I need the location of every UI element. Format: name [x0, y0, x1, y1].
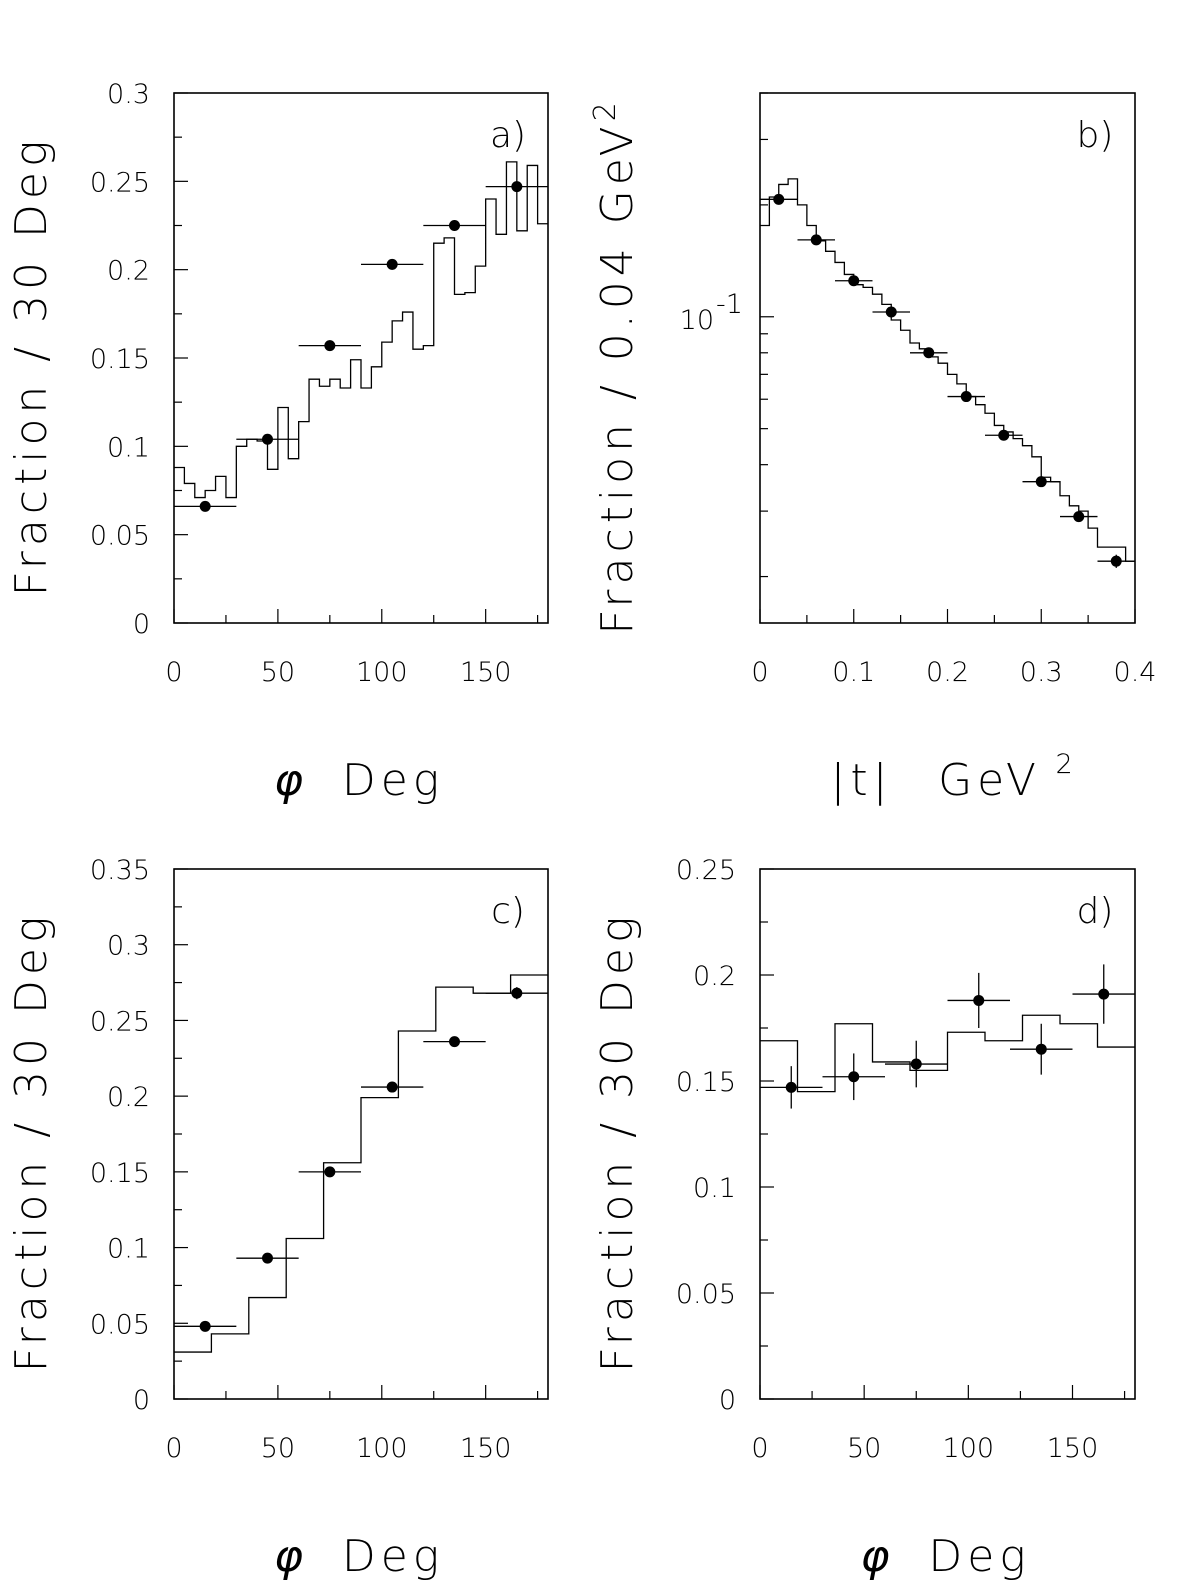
panel-label: a): [490, 115, 526, 156]
plot-frame: [759, 92, 1136, 624]
panel-label: d): [1077, 891, 1114, 932]
x-tick-label: 0.2: [926, 657, 969, 688]
mc-histogram: [760, 1014, 1135, 1093]
x-tick-label: 0: [165, 1433, 182, 1464]
data-point: [998, 429, 1010, 441]
y-tick-label: 0.15: [90, 1158, 150, 1189]
mc-histogram: [760, 178, 1135, 562]
data-point: [324, 340, 336, 352]
y-tick-label: 0.2: [693, 961, 736, 992]
y-axis-title: Fraction / 30 Deg: [592, 912, 643, 1373]
panel-label: b): [1077, 115, 1114, 156]
x-tick-label: 100: [356, 657, 408, 688]
data-point: [511, 181, 523, 193]
x-axis-title: Deg: [342, 755, 444, 806]
y-tick-label: 10: [680, 305, 714, 336]
y-tick-label: 0.1: [107, 432, 150, 463]
y-tick-label: 0.35: [90, 855, 150, 886]
plot-frame: [173, 92, 549, 624]
data-point: [848, 1071, 860, 1083]
y-tick-label: 0.1: [107, 1234, 150, 1265]
x-tick-label: 50: [847, 1433, 881, 1464]
y-tick-label: 0.05: [676, 1279, 736, 1310]
y-tick-label: 0.15: [676, 1067, 736, 1098]
x-axis-symbol: φ: [274, 1531, 308, 1582]
data-point: [511, 987, 523, 999]
x-axis-symbol: |t|: [831, 755, 893, 806]
data-point: [449, 1036, 460, 1048]
data-point: [773, 193, 785, 205]
y-tick-label: 0: [133, 1385, 150, 1416]
x-axis-title: Deg: [928, 1531, 1030, 1582]
data-point: [960, 391, 972, 403]
data-point: [1110, 555, 1122, 567]
y-axis-title: Fraction / 30 Deg: [6, 912, 57, 1373]
x-axis-title-exponent: 2: [1056, 749, 1073, 780]
plot-frame: [759, 868, 1136, 1400]
data-point: [923, 347, 935, 359]
panel-c: 0 50 100 150 0 0.05 0.1 0.15 0.2 0.25 0.3 0.35 Fract…: [6, 855, 549, 1582]
x-tick-label: 50: [261, 657, 295, 688]
y-axis-title: Fraction / 30 Deg: [6, 136, 57, 597]
data-point: [1035, 1043, 1047, 1055]
data-point: [199, 500, 211, 512]
y-axis-title: Fraction / 0.04 GeV2: [588, 97, 644, 634]
y-tick-label: 0: [133, 609, 150, 640]
x-tick-label: 100: [943, 1433, 995, 1464]
x-tick-label: 150: [460, 1433, 512, 1464]
y-axis-title-exponent: 2: [588, 97, 623, 121]
data-point: [449, 220, 460, 231]
y-tick-label: 0.1: [693, 1173, 736, 1204]
x-tick-label: 0.1: [832, 657, 875, 688]
panel-a: 0 50 100 150 0 0.05 0.1 0.15 0.2 0.25 0.3 Fraction …: [6, 79, 549, 806]
data-point: [199, 1320, 211, 1332]
x-tick-label: 0: [165, 657, 182, 688]
x-axis-symbol: φ: [860, 1531, 894, 1582]
data-point: [848, 275, 860, 287]
data-point: [1073, 511, 1085, 523]
data-point: [386, 1081, 398, 1093]
data-point: [973, 994, 985, 1006]
x-tick-label: 0: [751, 657, 768, 688]
data-point: [1098, 988, 1110, 1000]
y-tick-label: 0.25: [676, 855, 736, 886]
data-point: [1035, 476, 1047, 488]
y-tick-label-exponent: -1: [716, 289, 743, 320]
data-point: [262, 1252, 273, 1264]
y-tick-label: 0.15: [90, 344, 150, 375]
x-axis-title: Deg: [342, 1531, 444, 1582]
x-tick-label: 150: [460, 657, 512, 688]
y-tick-label: 0.3: [107, 79, 150, 110]
x-axis-symbol: φ: [274, 755, 308, 806]
y-tick-label: 0.25: [90, 167, 150, 198]
x-tick-label: 50: [261, 1433, 295, 1464]
data-point: [324, 1166, 336, 1178]
y-tick-label: 0.3: [107, 931, 150, 962]
mc-histogram: [174, 974, 548, 1353]
y-tick-label: 0.05: [90, 1309, 150, 1340]
panel-b: 0 0.1 0.2 0.3 0.4 10-1 Fraction / 0.04 GeV2 |t|…: [588, 92, 1157, 806]
panel-d: 0 50 100 150 0 0.05 0.1 0.15 0.2 0.25 Fraction / 3…: [592, 855, 1136, 1582]
x-tick-label: 150: [1047, 1433, 1099, 1464]
data-point: [262, 433, 273, 445]
data-point: [785, 1081, 797, 1093]
mc-histogram: [174, 161, 548, 499]
y-tick-label: 0.25: [90, 1006, 150, 1037]
data-point: [885, 306, 897, 318]
y-tick-label: 0: [719, 1385, 736, 1416]
data-point: [386, 258, 398, 270]
panel-label: c): [491, 891, 525, 932]
data-point: [810, 234, 822, 246]
x-tick-label: 100: [356, 1433, 408, 1464]
y-tick-label: 0.2: [107, 256, 150, 287]
x-axis-title: GeV: [938, 755, 1041, 806]
data-point: [910, 1058, 922, 1070]
x-tick-label: 0: [751, 1433, 768, 1464]
y-tick-label: 0.05: [90, 521, 150, 552]
y-tick-label: 0.2: [107, 1082, 150, 1113]
x-tick-label: 0.3: [1020, 657, 1063, 688]
x-tick-label: 0.4: [1114, 657, 1157, 688]
